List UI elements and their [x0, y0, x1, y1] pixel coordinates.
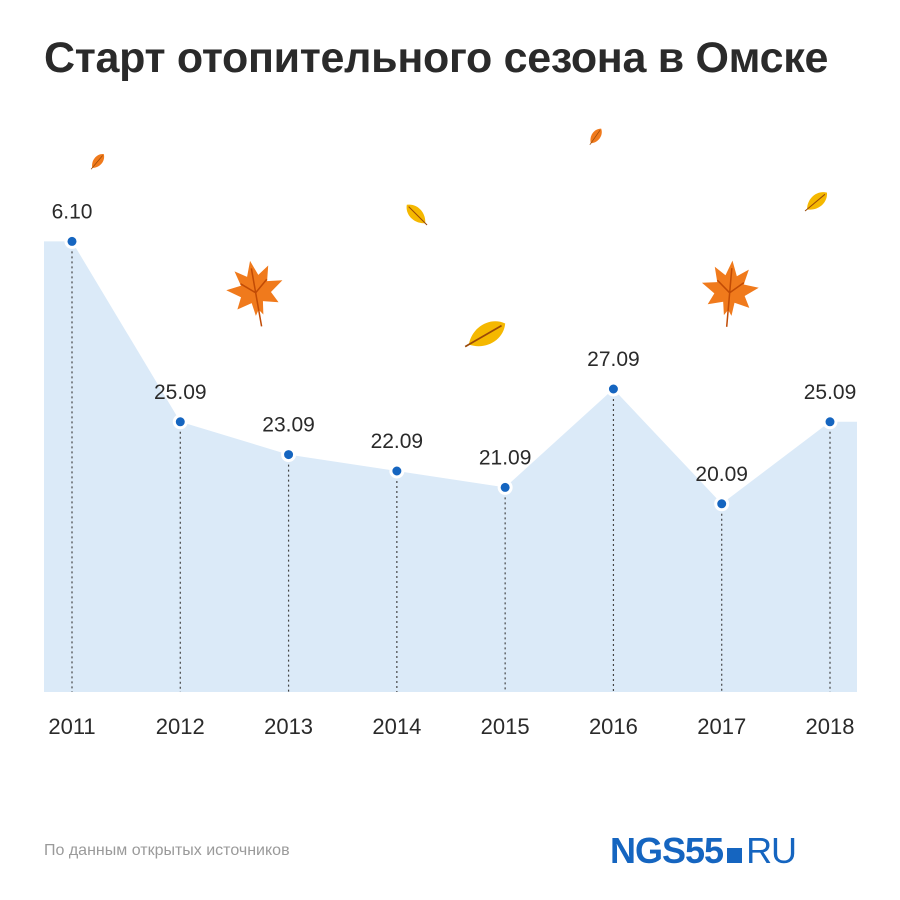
ngs55-logo: NGS55 RU — [610, 830, 797, 872]
leaf-icon-3 — [800, 187, 832, 217]
x-tick-label-2017: 2017 — [697, 714, 746, 739]
data-point-2016 — [605, 381, 621, 397]
logo-tld: RU — [746, 830, 797, 871]
logo-brand: NGS55 — [610, 830, 724, 871]
maple-leaf-icon-5 — [221, 255, 291, 333]
chart-title: Старт отопительного сезона в Омске — [44, 34, 829, 82]
data-label-2011: 6.10 — [52, 200, 93, 223]
x-tick-label-2011: 2011 — [48, 714, 95, 739]
data-label-2014: 22.09 — [371, 430, 424, 453]
data-label-2016: 27.09 — [587, 348, 640, 371]
leaf-icon-0 — [87, 150, 108, 173]
x-tick-label-2012: 2012 — [156, 714, 205, 739]
data-point-2018 — [822, 414, 838, 430]
data-label-2012: 25.09 — [154, 381, 207, 404]
data-point-2014 — [389, 463, 405, 479]
data-point-2011 — [64, 233, 80, 249]
maple-leaf-icon-6 — [697, 257, 762, 331]
leaf-icon-4 — [459, 313, 512, 357]
x-tick-label-2014: 2014 — [372, 714, 421, 739]
source-note: По данным открытых источников — [44, 842, 290, 859]
data-label-2015: 21.09 — [479, 446, 532, 469]
x-tick-label-2016: 2016 — [589, 714, 638, 739]
leaf-icon-1 — [585, 125, 606, 148]
logo-square-icon — [727, 847, 743, 863]
x-tick-label-2018: 2018 — [806, 714, 855, 739]
data-label-2018: 25.09 — [804, 381, 857, 404]
data-point-2017 — [714, 496, 730, 512]
x-tick-label-2013: 2013 — [264, 714, 313, 739]
leaf-icon-2 — [401, 199, 433, 231]
data-point-2015 — [497, 479, 513, 495]
data-label-2017: 20.09 — [695, 463, 748, 486]
x-tick-label-2015: 2015 — [481, 714, 530, 739]
data-point-2012 — [172, 414, 188, 430]
area-series — [44, 241, 857, 692]
data-label-2013: 23.09 — [262, 414, 315, 437]
plot-area: 6.10 2011 25.09 2012 23.09 2013 22.09 2014 21.09… — [44, 200, 857, 739]
data-point-2013 — [281, 447, 297, 463]
